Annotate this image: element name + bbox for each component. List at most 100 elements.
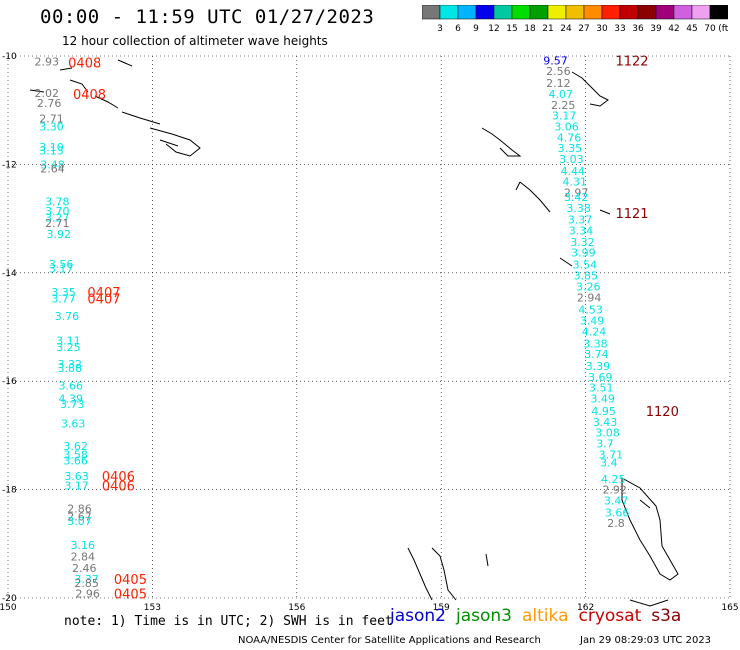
wave-height-point: 3.58 xyxy=(63,448,88,461)
wave-height-point: 4.44 xyxy=(561,165,586,178)
chart-title: 00:00 - 11:59 UTC 01/27/2023 xyxy=(40,6,375,28)
y-tick-label: -14 xyxy=(2,269,17,279)
wave-height-point: 2.84 xyxy=(71,550,96,563)
track-time-label: 0406 xyxy=(102,479,135,494)
wave-height-point: 4.95 xyxy=(591,405,616,418)
wave-height-point: 3.88 xyxy=(58,362,83,375)
colorbar-label: 39 xyxy=(650,24,662,34)
coastline-solomon xyxy=(29,59,201,157)
wave-height-point: 3.35 xyxy=(51,286,76,299)
wave-height-point: 2.71 xyxy=(45,217,70,230)
grid-lines xyxy=(7,55,731,599)
wave-height-point: 2.46 xyxy=(72,562,97,575)
track-time-label: 1121 xyxy=(615,207,648,222)
wave-height-point: 3.32 xyxy=(570,236,595,249)
wave-height-point: 2.96 xyxy=(75,588,100,601)
legend-entry: s3a xyxy=(651,606,682,626)
wave-height-point: 3.62 xyxy=(63,440,88,453)
wave-height-point: 3.66 xyxy=(59,380,84,393)
colorbar-label: 18 xyxy=(524,24,536,34)
wave-height-point: 3.34 xyxy=(569,225,594,238)
x-tick-label: 153 xyxy=(144,603,161,613)
chart-marks: 2.932.022.762.713.303.103.133.482.643.78… xyxy=(34,54,678,602)
wave-height-point: 3.32 xyxy=(58,358,83,371)
wave-height-point: 3.85 xyxy=(574,270,599,283)
x-tick-label: 156 xyxy=(288,603,305,613)
wave-height-point: 2.02 xyxy=(34,87,59,100)
colorbar-label: 3 xyxy=(437,24,443,34)
wave-height-point: 3.49 xyxy=(580,314,605,327)
wave-height-point: 3.4 xyxy=(600,457,618,470)
wave-height-point: 3.54 xyxy=(573,259,598,272)
wave-height-point: 3.63 xyxy=(64,470,89,483)
legend-entry: jason2 xyxy=(390,606,446,626)
track-time-label: 0407 xyxy=(87,286,120,301)
wave-height-point: 4.39 xyxy=(59,393,84,406)
colorbar-label: 30 xyxy=(596,24,608,34)
legend-entry: cryosat xyxy=(578,606,642,626)
wave-height-point: 2.67 xyxy=(67,511,92,524)
coastline-vanuatu xyxy=(481,71,611,267)
track-time-label: 0408 xyxy=(68,57,101,72)
y-tick-label: -12 xyxy=(2,160,17,170)
wave-height-point: 3.30 xyxy=(39,120,64,133)
wave-height-point: 3.42 xyxy=(564,191,589,204)
coastline-outlines xyxy=(29,59,679,607)
wave-height-point: 3.71 xyxy=(599,448,624,461)
wave-height-point: 3.17 xyxy=(49,262,73,275)
wave-height-point: 2.25 xyxy=(551,99,576,112)
wave-height-point: 3.10 xyxy=(39,141,64,154)
x-tick-label: 150 xyxy=(0,603,17,613)
y-tick-label: -18 xyxy=(2,486,17,496)
track-time-label: 0405 xyxy=(114,573,147,588)
wave-height-point: 3.77 xyxy=(51,292,76,305)
colorbar-label: (ft) xyxy=(718,24,728,34)
wave-height-point: 2.97 xyxy=(564,187,589,200)
colorbar-label: 12 xyxy=(488,24,499,34)
wave-height-point: 3.37 xyxy=(568,214,593,227)
y-tick-label: -20 xyxy=(2,594,17,604)
wave-height-point: 3.92 xyxy=(47,228,72,241)
wave-height-point: 2.86 xyxy=(67,503,92,516)
track-time-label: 1120 xyxy=(646,405,679,420)
chart-subtitle: 12 hour collection of altimeter wave hei… xyxy=(62,34,328,48)
wave-height-point: 4.53 xyxy=(578,304,603,317)
track-time-label: 1122 xyxy=(615,54,648,69)
wave-height-point: 4.07 xyxy=(549,88,574,101)
colorbar-swatch xyxy=(709,5,728,20)
wave-height-point: 3.38 xyxy=(583,337,608,350)
wave-height-point: 2.85 xyxy=(74,577,99,590)
wave-height-point: 3.74 xyxy=(584,348,609,361)
wave-height-point: 3.63 xyxy=(61,417,86,430)
wave-height-point: 3.70 xyxy=(45,205,70,218)
wave-height-point: 4.25 xyxy=(601,473,626,486)
wave-height-point: 2.76 xyxy=(37,97,62,110)
colorbar-label: 6 xyxy=(455,24,461,34)
wave-height-point: 9.57 xyxy=(543,54,568,67)
wave-height-point: 2.92 xyxy=(602,484,627,497)
coastline-newcal xyxy=(407,477,679,607)
x-tick-label: 159 xyxy=(433,603,450,613)
wave-height-point: 3.7 xyxy=(596,438,614,451)
wave-height-point: 3.99 xyxy=(571,247,596,260)
colorbar-label: 15 xyxy=(506,24,517,34)
wave-height-point: 3.47 xyxy=(604,494,629,507)
wave-height-point: 3.39 xyxy=(586,360,611,373)
footnote: note: 1) Time is in UTC; 2) SWH is in fe… xyxy=(64,614,393,629)
wave-height-point: 3.56 xyxy=(49,258,73,271)
wave-height-point: 3.11 xyxy=(56,335,80,348)
colorbar-label: 33 xyxy=(614,24,625,34)
wave-height-point: 3.35 xyxy=(558,142,583,155)
wave-height-point: 3.76 xyxy=(55,310,79,323)
track-time-label: 0406 xyxy=(102,470,135,485)
track-time-label: 0407 xyxy=(87,292,120,307)
wave-height-point: 4.76 xyxy=(557,131,582,144)
wave-height-point: 3.37 xyxy=(74,573,99,586)
wave-height-point: 3.49 xyxy=(590,393,615,406)
x-tick-label: 165 xyxy=(721,603,738,613)
wave-height-point: 3.25 xyxy=(56,341,80,354)
legend-entry: altika xyxy=(522,606,569,626)
wave-height-point: 3.17 xyxy=(552,110,577,123)
